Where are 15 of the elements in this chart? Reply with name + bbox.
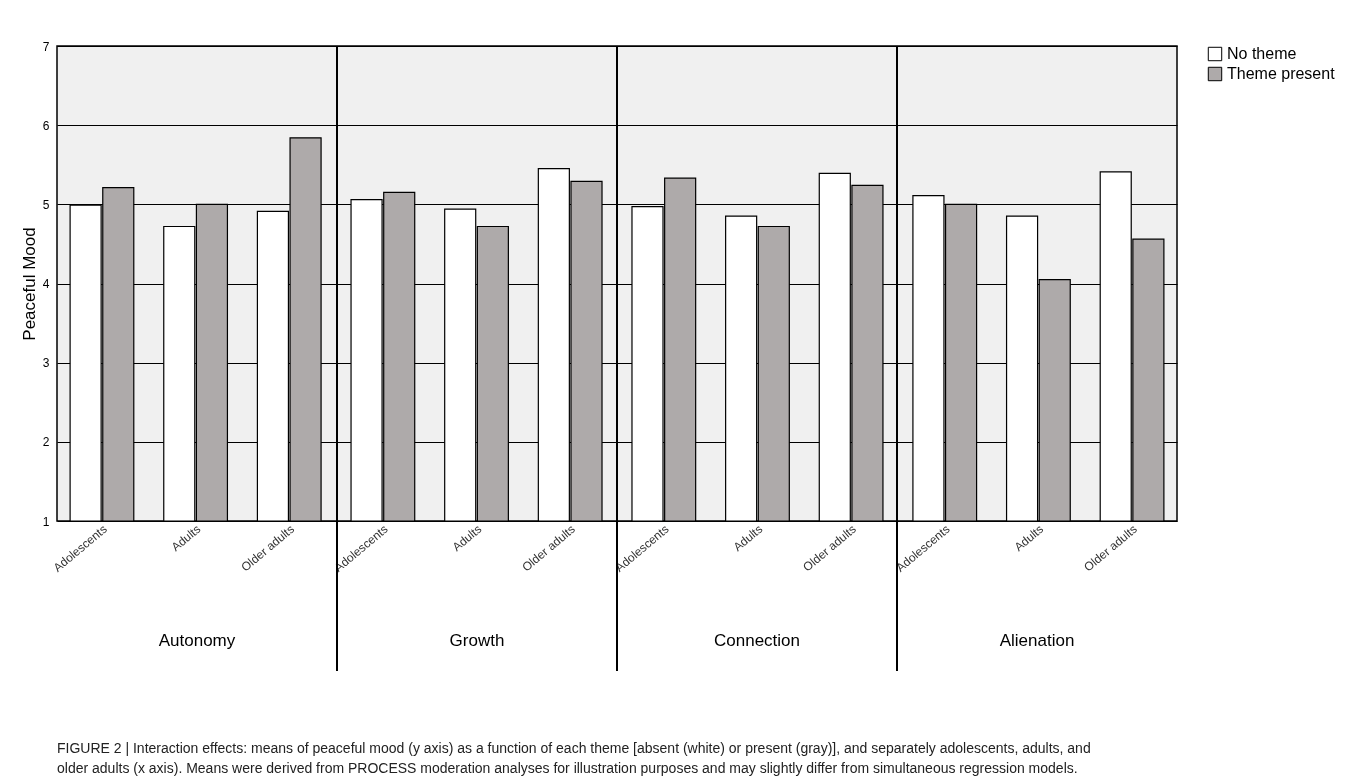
y-tick-label: 3: [42, 356, 50, 371]
y-tick-label: 5: [42, 197, 50, 212]
text: Alienation: [999, 631, 1075, 650]
y-tick-label: 6: [42, 118, 50, 133]
y-axis-title: Peaceful Mood: [19, 227, 39, 341]
y-tick-label: 2: [42, 435, 50, 450]
text: Autonomy: [158, 631, 236, 650]
text: FIGURE 2 | Interaction effects: means of peaceful mood (y axis) as a function of each theme [absent (white) or present (gray)], and separately adolescents, adults, and older adults (x axis). Means were derived from PROCESS moderation analyses for illustration purposes and may slightly differ from simultaneous regression models.: [57, 740, 1091, 776]
text: Growth: [449, 631, 505, 650]
y-tick-label: 1: [42, 514, 50, 529]
y-tick-label: 7: [42, 39, 50, 54]
y-tick-label: 4: [42, 277, 50, 291]
legend-label: Theme present: [1227, 65, 1336, 82]
text: Connection: [713, 631, 801, 650]
legend-label: No theme: [1227, 45, 1297, 62]
